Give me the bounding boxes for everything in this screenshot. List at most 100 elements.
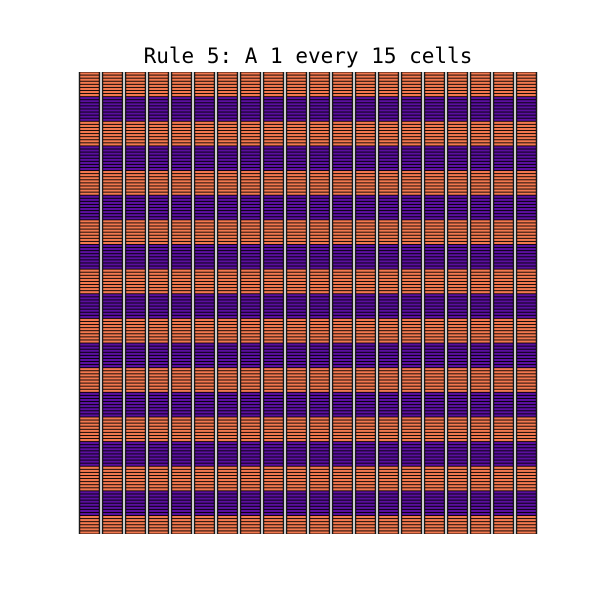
- grid-cell: [402, 78, 421, 81]
- grid-cell: [195, 475, 214, 479]
- grid-cell: [471, 149, 490, 152]
- grid-cell: [402, 229, 421, 232]
- grid-cell: [172, 137, 191, 140]
- grid-cell: [471, 161, 490, 164]
- grid-cell: [264, 395, 283, 399]
- grid-cell: [448, 189, 467, 192]
- grid-column-edge: [193, 72, 195, 534]
- grid-cell: [310, 371, 329, 374]
- grid-cell: [218, 358, 237, 362]
- grid-cell: [103, 463, 122, 466]
- grid-cell: [448, 395, 467, 399]
- grid-cell: [402, 223, 421, 226]
- grid-cell: [402, 340, 421, 343]
- grid-cell: [172, 171, 191, 174]
- grid-cell: [80, 152, 99, 155]
- grid-cell: [494, 303, 513, 306]
- grid-cell: [333, 109, 352, 112]
- grid-cell: [103, 130, 122, 134]
- grid-cell: [241, 494, 260, 497]
- grid-cell: [333, 201, 352, 204]
- grid-cell: [517, 389, 536, 392]
- grid-cell: [264, 195, 283, 198]
- grid-cell: [402, 192, 421, 195]
- grid-cell: [517, 475, 536, 479]
- grid-cell: [448, 321, 467, 325]
- grid-cell: [149, 528, 168, 531]
- grid-cell: [287, 155, 306, 158]
- grid-cell: [218, 121, 237, 124]
- grid-cell: [356, 174, 375, 177]
- grid-cell: [172, 466, 191, 469]
- grid-cell: [448, 217, 467, 220]
- grid-cell: [80, 531, 99, 534]
- grid-cell: [425, 180, 444, 183]
- grid-cell: [80, 72, 99, 75]
- grid-cell: [80, 488, 99, 491]
- grid-cell: [103, 118, 122, 121]
- grid-cell: [333, 275, 352, 278]
- grid-cell: [425, 226, 444, 229]
- grid-cell: [494, 78, 513, 81]
- grid-cell: [80, 90, 99, 94]
- grid-cell: [333, 186, 352, 189]
- grid-cell: [195, 528, 214, 531]
- grid-cell: [333, 402, 352, 405]
- grid-cell: [402, 466, 421, 469]
- grid-cell: [448, 429, 467, 432]
- grid-cell: [517, 284, 536, 288]
- grid-cell: [103, 220, 122, 223]
- grid-cell: [471, 146, 490, 149]
- grid-cell: [471, 334, 490, 337]
- grid-cell: [356, 84, 375, 87]
- grid-cell: [333, 183, 352, 186]
- grid-cell: [379, 137, 398, 140]
- grid-cell: [195, 303, 214, 306]
- grid-cell: [471, 448, 490, 451]
- grid-cell: [287, 164, 306, 168]
- grid-cell: [356, 158, 375, 161]
- grid-cell: [494, 469, 513, 472]
- grid-cell: [425, 124, 444, 127]
- grid-cell: [80, 417, 99, 420]
- grid-cell: [103, 531, 122, 534]
- grid-cell: [425, 380, 444, 383]
- grid-cell: [471, 220, 490, 223]
- grid-cell: [333, 254, 352, 257]
- grid-cell: [494, 174, 513, 177]
- grid-cell: [310, 383, 329, 386]
- grid-column-edge: [375, 72, 377, 534]
- grid-cell: [356, 402, 375, 405]
- grid-column-edge: [377, 72, 379, 534]
- grid-cell: [494, 198, 513, 201]
- grid-cell: [172, 124, 191, 127]
- grid-cell: [494, 315, 513, 318]
- grid-cell: [494, 463, 513, 466]
- grid-cell: [310, 94, 329, 97]
- grid-cell: [471, 312, 490, 315]
- grid-cell: [356, 392, 375, 395]
- grid-cell: [425, 78, 444, 81]
- grid-cell: [425, 519, 444, 522]
- grid-cell: [172, 438, 191, 442]
- grid-cell: [103, 442, 122, 445]
- grid-cell: [333, 334, 352, 337]
- grid-cell: [471, 87, 490, 91]
- grid-cell: [80, 457, 99, 460]
- grid-cell: [80, 207, 99, 211]
- grid-cell: [218, 371, 237, 374]
- grid-cell: [379, 238, 398, 241]
- grid-cell: [172, 103, 191, 106]
- grid-cell: [172, 121, 191, 124]
- grid-cell: [195, 241, 214, 245]
- grid-cell: [287, 291, 306, 294]
- grid-cell: [195, 368, 214, 371]
- grid-cell: [80, 509, 99, 512]
- grid-cell: [195, 81, 214, 84]
- grid-cell: [333, 260, 352, 263]
- grid-cell: [195, 140, 214, 143]
- grid-cell: [471, 509, 490, 512]
- grid-cell: [310, 217, 329, 220]
- grid-cell: [310, 81, 329, 84]
- grid-cell: [402, 235, 421, 238]
